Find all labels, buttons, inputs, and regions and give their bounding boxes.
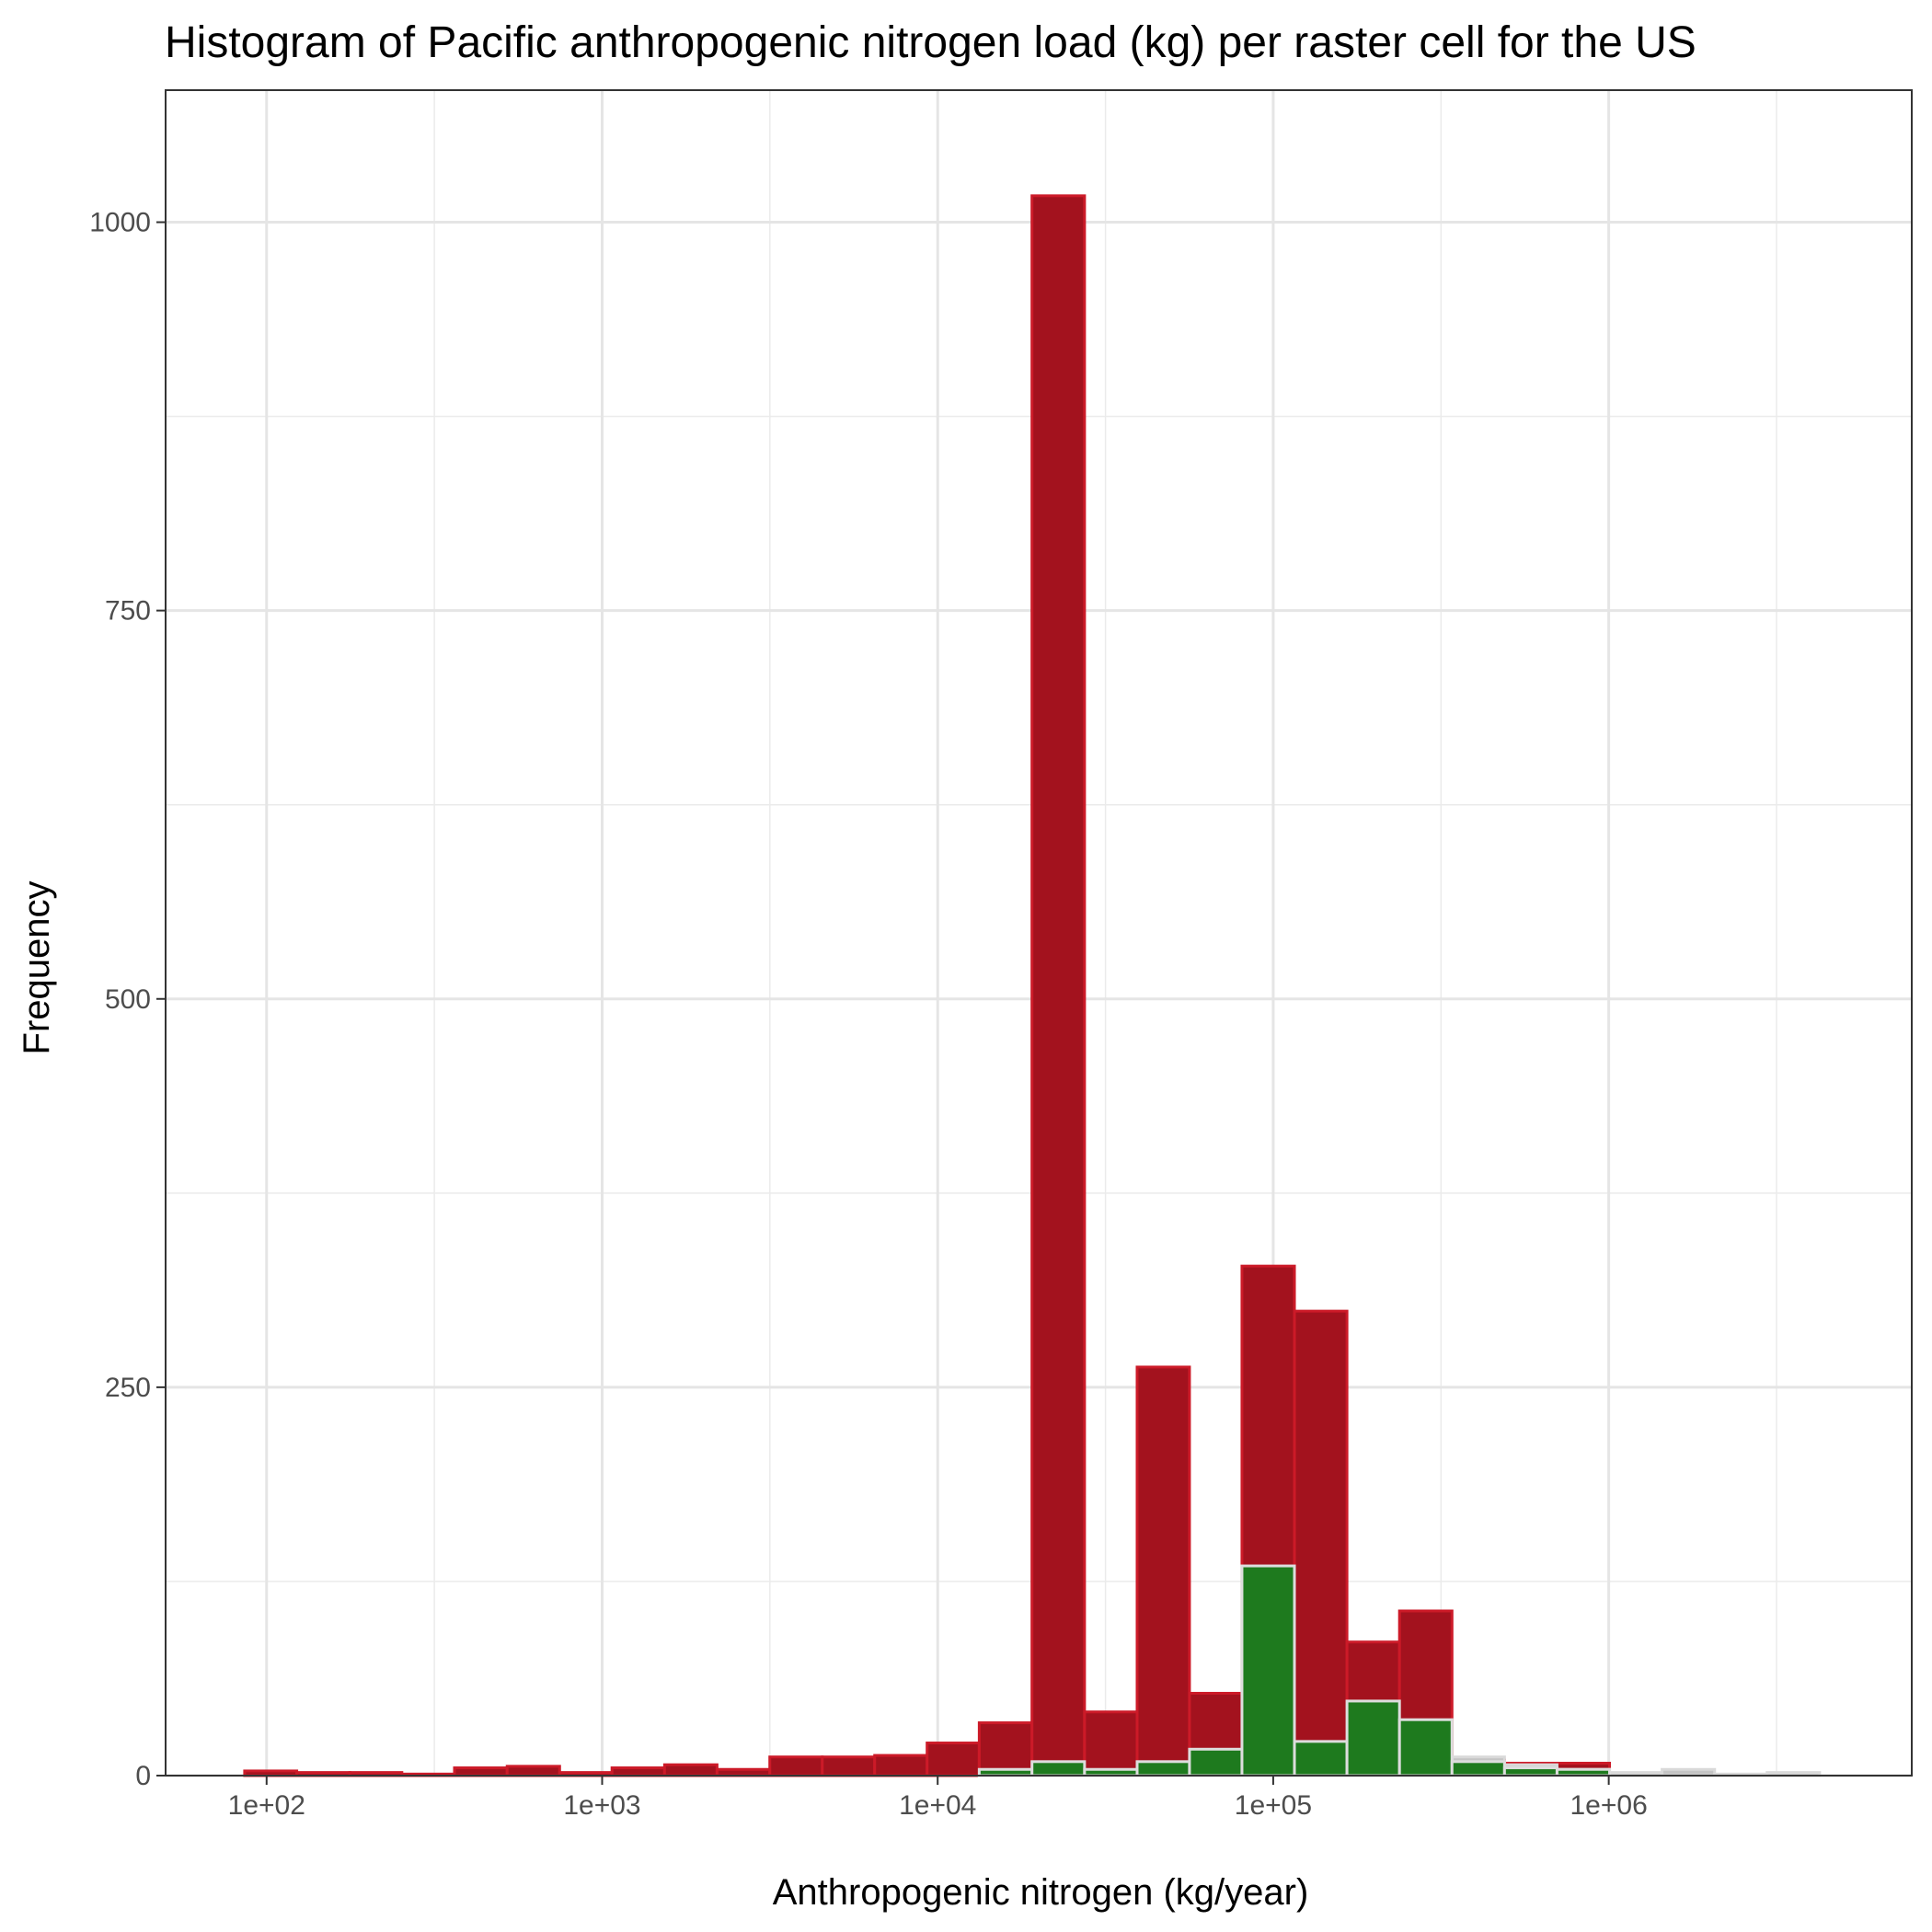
histogram-bar — [1083, 1767, 1139, 1777]
histogram-bar — [1502, 1766, 1558, 1777]
axis-ticks — [156, 221, 1610, 1785]
x-tick-label: 1e+03 — [563, 1790, 640, 1821]
histogram-bar — [1293, 1309, 1349, 1777]
y-tick-label: 250 — [105, 1373, 151, 1403]
x-tick-label: 1e+05 — [1235, 1790, 1312, 1821]
histogram-bar — [1188, 1747, 1244, 1777]
y-axis-tick-labels: 0 250 500 750 1000 — [89, 208, 151, 1791]
y-tick-label: 500 — [105, 984, 151, 1015]
x-axis-title: Anthropogenic nitrogen (kg/year) — [773, 1872, 1309, 1913]
histogram-bar — [1345, 1699, 1401, 1777]
plot-panel-border — [165, 89, 1913, 1777]
histogram-bar — [1135, 1760, 1191, 1777]
chart-title: Histogram of Pacific anthropogenic nitro… — [165, 18, 1696, 67]
x-axis-tick-labels: 1e+02 1e+03 1e+04 1e+05 1e+06 — [228, 1790, 1648, 1821]
histogram-bar — [1240, 1564, 1296, 1777]
histogram-bar — [1397, 1718, 1454, 1777]
histogram-bar — [1135, 1365, 1191, 1777]
histogram-bar — [977, 1767, 1034, 1777]
histogram-bar — [1661, 1767, 1717, 1777]
histogram-bars — [243, 194, 1822, 1777]
y-tick-label: 1000 — [89, 208, 151, 238]
x-tick-label: 1e+02 — [228, 1790, 305, 1821]
histogram-bar — [768, 1755, 824, 1777]
histogram-bar — [662, 1763, 719, 1777]
histogram-bar — [926, 1742, 981, 1777]
histogram-bar — [1450, 1760, 1506, 1777]
y-tick-label: 750 — [105, 596, 151, 627]
histogram-bar — [1030, 194, 1087, 1777]
histogram-bar — [1293, 1740, 1349, 1777]
histogram-bar — [1083, 1710, 1139, 1777]
histogram-bar — [1030, 1760, 1087, 1777]
x-tick-label: 1e+06 — [1570, 1790, 1648, 1821]
histogram-bar — [873, 1754, 929, 1777]
histogram-bar — [453, 1766, 509, 1777]
histogram-bar — [610, 1766, 666, 1777]
y-axis-title: Frequency — [17, 881, 57, 1055]
histogram-bar — [505, 1765, 561, 1777]
histogram-bar — [977, 1721, 1034, 1777]
histogram-bar — [715, 1767, 772, 1777]
y-tick-label: 0 — [135, 1761, 151, 1791]
histogram-bar — [1555, 1767, 1612, 1777]
histogram-bar — [821, 1755, 877, 1777]
x-tick-label: 1e+04 — [899, 1790, 976, 1821]
